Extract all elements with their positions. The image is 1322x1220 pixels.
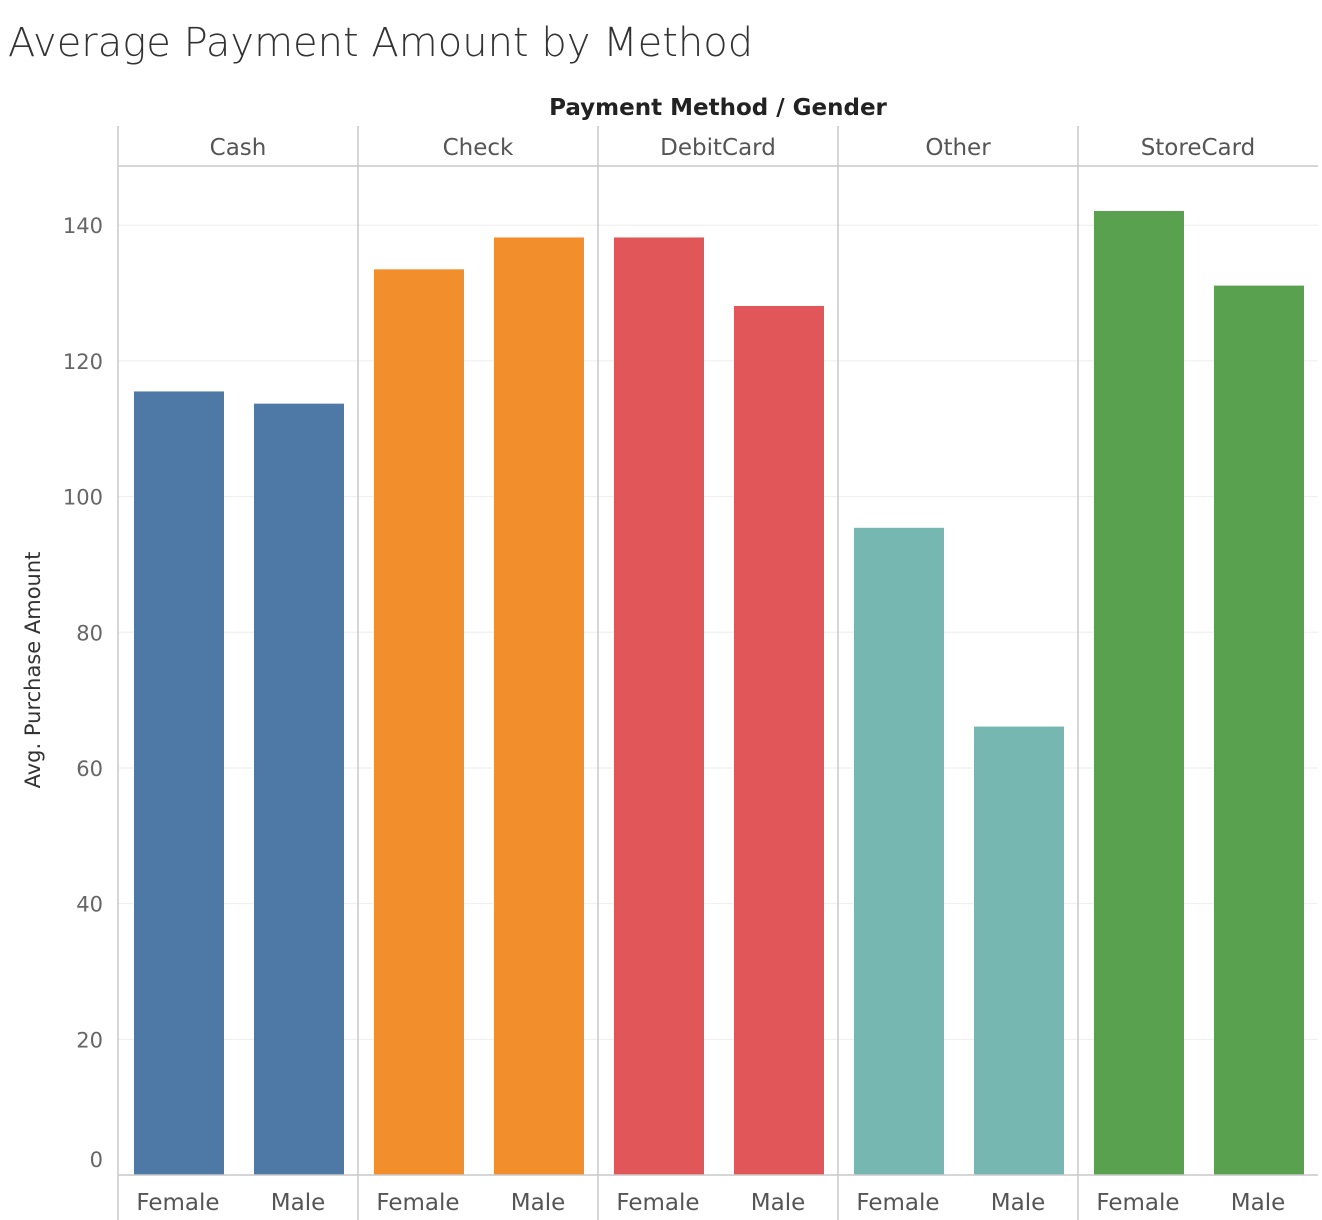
y-ticks: 0 20 40 60 80 100 120 140	[63, 214, 103, 1172]
bar	[614, 237, 704, 1176]
x-tick-label: Male	[751, 1190, 805, 1216]
y-tick-label: 140	[63, 214, 103, 238]
bar	[734, 305, 824, 1175]
x-tick-label: Male	[1231, 1190, 1285, 1216]
bar	[854, 527, 944, 1175]
panel-label: Cash	[210, 135, 267, 161]
y-tick-label: 100	[63, 486, 103, 510]
panel-label: DebitCard	[660, 135, 776, 161]
x-tick-label: Male	[271, 1190, 325, 1216]
y-tick-label: 60	[76, 757, 103, 781]
y-tick-label: 0	[90, 1148, 103, 1172]
x-tick-label: Female	[856, 1190, 939, 1216]
panel-label: StoreCard	[1141, 135, 1256, 161]
y-tick-label: 20	[76, 1028, 103, 1052]
y-axis-label: Avg. Purchase Amount	[21, 552, 45, 789]
x-tick-label: Male	[991, 1190, 1045, 1216]
bar	[1094, 210, 1184, 1176]
y-tick-label: 40	[76, 893, 103, 917]
x-tick-label: Female	[136, 1190, 219, 1216]
bar	[134, 391, 224, 1175]
panel-frame	[117, 126, 1318, 1220]
x-tick-label: Female	[376, 1190, 459, 1216]
panel-label: Other	[925, 135, 991, 161]
panel-labels: Cash Check DebitCard Other StoreCard	[210, 135, 1256, 161]
y-tick-label: 120	[63, 350, 103, 374]
column-header: Payment Method / Gender	[549, 95, 887, 121]
x-tick-label: Male	[511, 1190, 565, 1216]
x-tick-label: Female	[616, 1190, 699, 1216]
bar	[254, 403, 344, 1176]
x-ticks: Female Male Female Male Female Male Female Male…	[136, 1190, 1285, 1216]
panel-label: Check	[443, 135, 514, 161]
bar	[374, 269, 464, 1175]
bars	[134, 210, 1304, 1176]
x-tick-label: Female	[1096, 1190, 1179, 1216]
bar	[1214, 285, 1304, 1175]
y-tick-label: 80	[76, 621, 103, 645]
bar	[974, 726, 1064, 1175]
chart-title: Average Payment Amount by Method	[8, 20, 753, 66]
bar	[494, 237, 584, 1176]
